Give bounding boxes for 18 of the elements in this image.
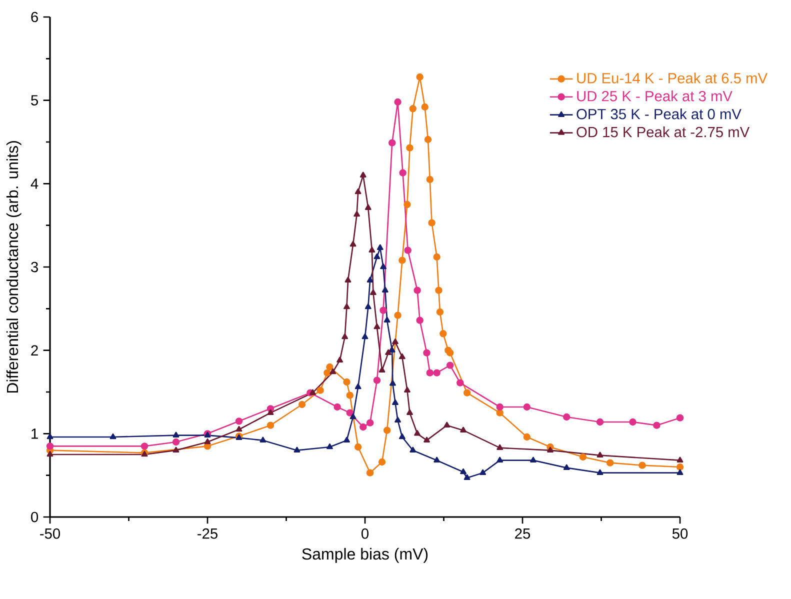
legend-label: OD 15 K Peak at -2.75 mV [576,126,750,138]
y-tick-label: 6 [31,12,38,22]
x-tick-label: -50 [40,528,60,539]
y-tick-label: 5 [31,95,38,106]
y-tick-label: 0 [31,512,38,522]
x-tick-label: 0 [361,528,368,539]
x-tick-label: 25 [515,528,530,539]
x-tick-label: 50 [672,528,688,539]
x-tick-label: -25 [198,528,218,539]
y-tick-label: 3 [31,262,38,272]
y-tick-label: 4 [30,178,38,189]
y-axis-title: Differential conductance (arb. units) [6,141,22,393]
legend-label: UD Eu-14 K - Peak at 6.5 mV [577,72,768,84]
y-tick-label: 1 [32,428,38,439]
x-axis-title: Sample bias (mV) [302,548,428,563]
y-tick-label: 2 [31,345,38,356]
legend-label: OPT 35 K - Peak at 0 mV [576,108,742,120]
legend-label: UD 25 K - Peak at 3 mV [577,90,732,102]
